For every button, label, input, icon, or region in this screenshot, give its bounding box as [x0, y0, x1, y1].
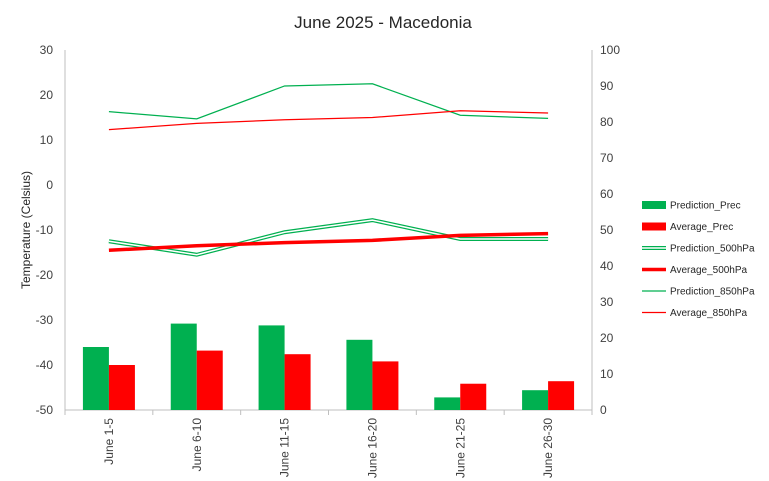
bar	[82, 347, 109, 410]
y2-tick-label: 100	[600, 43, 620, 57]
y2-tick-label: 70	[600, 151, 614, 165]
series-line	[108, 83, 549, 120]
plot-area: 3020100-10-20-30-40-50100908070605040302…	[36, 43, 621, 478]
legend-label: Average_500hPa	[670, 265, 748, 276]
bar	[108, 365, 135, 410]
y-tick-label: -20	[36, 268, 54, 282]
legend-label: Prediction_850hPa	[670, 287, 755, 298]
series-line	[108, 110, 549, 131]
y-tick-label: 10	[40, 133, 54, 147]
series-line	[108, 218, 549, 257]
bar	[284, 354, 311, 410]
y2-tick-label: 20	[600, 331, 614, 345]
bar	[372, 361, 399, 410]
y-tick-label: -30	[36, 313, 54, 327]
y2-tick-label: 60	[600, 187, 614, 201]
y-tick-label: 0	[46, 178, 53, 192]
legend-label: Average_Prec	[670, 222, 733, 233]
x-tick-label: June 26-30	[541, 418, 555, 478]
y-tick-label: 20	[40, 88, 54, 102]
bar	[196, 350, 223, 410]
bar	[548, 381, 575, 410]
x-tick-label: June 21-25	[453, 418, 467, 478]
y-tick-label: -50	[36, 403, 54, 417]
y-tick-label: 30	[40, 43, 54, 57]
y2-tick-label: 30	[600, 295, 614, 309]
bar	[460, 383, 487, 410]
y-axis-title: Temperature (Celsius)	[19, 171, 33, 289]
bar	[170, 323, 197, 410]
bar	[522, 390, 549, 410]
x-tick-label: June 11-15	[278, 418, 292, 477]
y-tick-label: -10	[36, 223, 54, 237]
series-line-inner	[108, 219, 549, 256]
y2-tick-label: 40	[600, 259, 614, 273]
y2-tick-label: 50	[600, 223, 614, 237]
legend-label: Average_850hPa	[670, 308, 748, 319]
y2-tick-label: 90	[600, 79, 614, 93]
y-tick-label: -40	[36, 358, 54, 372]
x-tick-label: June 1-5	[102, 418, 116, 465]
bar	[258, 325, 285, 410]
legend-label: Prediction_Prec	[670, 201, 741, 212]
bar	[346, 339, 373, 410]
series-line	[108, 231, 549, 252]
legend-swatch	[642, 201, 666, 209]
legend-label: Prediction_500hPa	[670, 244, 755, 255]
legend: Prediction_Prec Average_Prec Prediction_50…	[642, 201, 755, 319]
legend-swatch	[642, 222, 666, 231]
chart-title: June 2025 - Macedonia	[294, 13, 472, 32]
y2-tick-label: 80	[600, 115, 614, 129]
x-tick-label: June 16-20	[365, 418, 379, 478]
y2-tick-label: 0	[600, 403, 607, 417]
bar	[434, 397, 461, 410]
y2-tick-label: 10	[600, 367, 614, 381]
x-tick-label: June 6-10	[190, 418, 204, 472]
